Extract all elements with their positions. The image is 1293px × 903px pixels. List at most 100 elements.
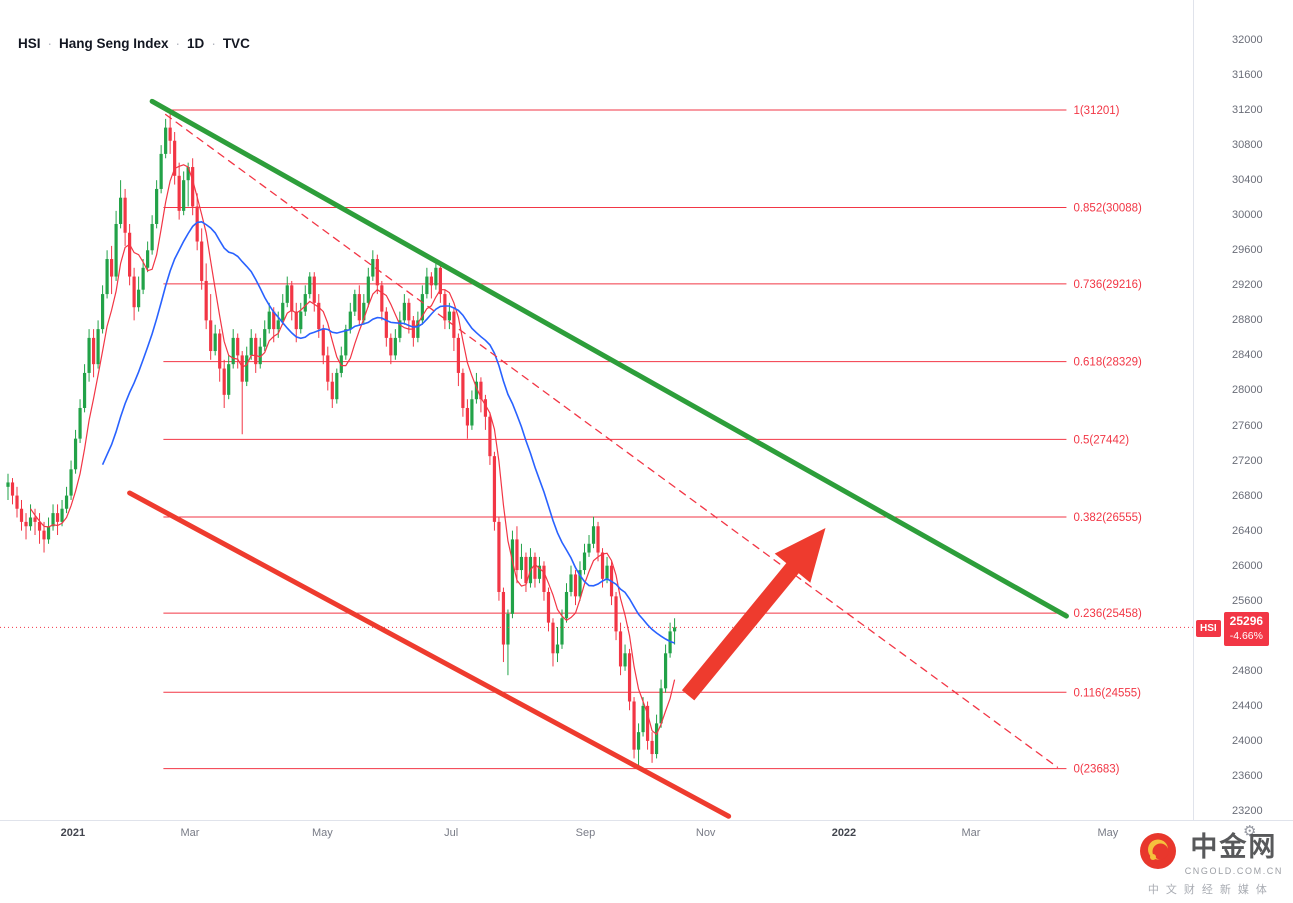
price-axis-label: 27200 (1232, 454, 1263, 467)
candle-body (182, 180, 186, 211)
candle-body (551, 622, 555, 654)
chart-canvas[interactable]: 1(31201) 0.852(30088) 0.736(29216) 0.618(28… (0, 0, 1193, 820)
candle-body (663, 653, 668, 689)
candle-body (245, 355, 249, 382)
symbol-description: Hang Seng Index (59, 36, 169, 51)
symbol-legend[interactable]: HSI · Hang Seng Index · 1D · TVC (18, 36, 250, 51)
legend-separator: · (211, 36, 216, 51)
last-price-badge[interactable]: HSI 25296 -4.66% (1196, 612, 1270, 646)
ma-slow-line (101, 220, 675, 644)
candle-body (623, 653, 627, 667)
candle-body (285, 285, 289, 303)
candle-body (357, 294, 361, 321)
candle-body (618, 631, 623, 667)
price-axis[interactable]: 32000 31600 31200 30800 30400 30000 29600 29200… (1193, 0, 1293, 820)
candle-body (312, 276, 316, 303)
candle-body (290, 285, 294, 312)
candle-body (560, 618, 564, 645)
candle-body (218, 333, 222, 369)
candle-body (627, 653, 632, 702)
time-axis-label: 2022 (831, 827, 857, 839)
candle-body (542, 565, 546, 592)
candle-body (389, 337, 393, 356)
price-axis-label: 24000 (1232, 734, 1263, 747)
candle-body (488, 416, 492, 457)
candle-body (339, 355, 343, 373)
candle-body (384, 311, 388, 338)
fib-level-label: 0.116(24555) (1073, 687, 1141, 699)
candle-body (380, 285, 384, 312)
last-price-change: -4.66% (1229, 629, 1263, 642)
candle-body (492, 456, 497, 522)
candle-body (28, 517, 33, 527)
candle-body (591, 526, 596, 544)
fib-level-label: 0.736(29216) (1073, 279, 1142, 291)
candle-body (177, 175, 181, 211)
candle-body (600, 552, 605, 579)
price-axis-label: 25600 (1232, 594, 1263, 607)
candle-body (132, 276, 136, 308)
candle-body (443, 294, 447, 321)
settings-gear-icon[interactable]: ⚙ (1243, 823, 1257, 840)
candle-body (371, 259, 375, 277)
time-axis-label: Jul (444, 827, 459, 839)
candle-body (416, 320, 420, 338)
symbol-name[interactable]: HSI (18, 36, 41, 51)
candle-body (96, 329, 100, 365)
candle-body (474, 381, 479, 400)
ma-fast-line (30, 164, 676, 736)
price-axis-label: 29200 (1232, 279, 1263, 292)
price-axis-label: 26800 (1232, 489, 1263, 502)
fib-retracement[interactable]: 1(31201) 0.852(30088) 0.736(29216) 0.618(28… (163, 105, 1142, 776)
candle-body (64, 495, 69, 509)
time-axis[interactable]: 2021 Mar May Jul Sep Nov 2022 Mar May (0, 820, 1293, 903)
last-price-value: 25296 (1229, 614, 1264, 629)
time-axis-label: May (311, 827, 333, 839)
candle-body (137, 289, 141, 308)
candle-body (164, 127, 168, 154)
candle-body (519, 556, 524, 571)
price-axis-label: 26400 (1232, 524, 1263, 537)
annotation-arrow[interactable] (681, 528, 826, 701)
candle-body (60, 508, 64, 522)
candle-body (470, 399, 474, 426)
green-downtrend-line[interactable] (149, 98, 1069, 619)
candle-body (537, 565, 542, 579)
candle-body (303, 294, 307, 312)
candle-body (240, 355, 244, 382)
interval-label[interactable]: 1D (187, 36, 205, 51)
candle-body (578, 570, 582, 597)
candle-body (632, 701, 636, 750)
candle-body (267, 311, 271, 330)
candle-body (249, 337, 253, 356)
candle-body (398, 320, 402, 338)
price-axis-label: 27600 (1232, 419, 1263, 432)
price-axis-label: 23200 (1232, 805, 1263, 817)
candle-body (222, 368, 226, 395)
candle-body (614, 596, 618, 632)
candle-body (114, 223, 118, 277)
candle-body (51, 513, 55, 527)
candle-body (173, 140, 177, 176)
candle-body (569, 574, 573, 592)
red-channel-line[interactable] (127, 490, 732, 819)
candle-body (236, 337, 240, 356)
red-dashed-trendline[interactable] (164, 113, 1059, 768)
candle-body (321, 329, 325, 356)
candle-body (546, 591, 551, 623)
candle-body (15, 495, 19, 509)
candle-body (294, 311, 298, 330)
candle-body (254, 337, 258, 365)
candle-body (425, 276, 429, 295)
candle-body (191, 167, 195, 207)
candle-body (402, 302, 406, 321)
candle-body (272, 311, 276, 330)
price-axis-label: 28400 (1232, 349, 1263, 362)
price-line-tag: HSI (1196, 620, 1221, 638)
candle-body (128, 232, 132, 277)
candle-body (155, 188, 159, 224)
candle-body (533, 556, 537, 579)
candle-body (524, 556, 528, 584)
fib-level-label: 1(31201) (1073, 105, 1119, 117)
candle-body (497, 521, 501, 592)
